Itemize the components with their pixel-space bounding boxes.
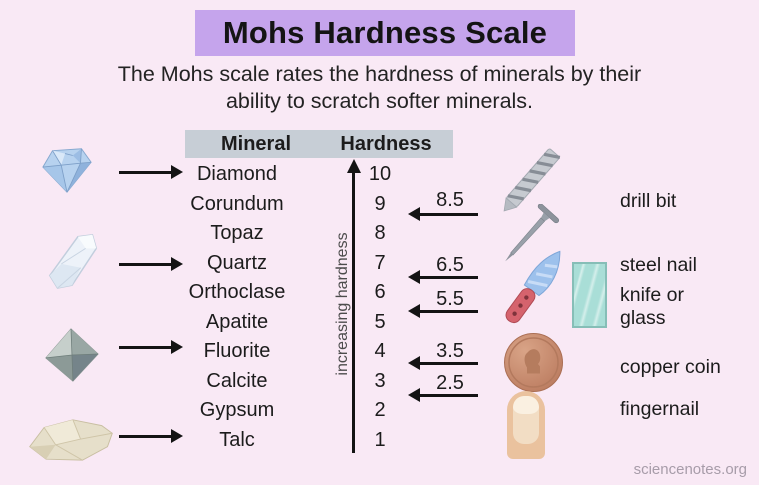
hardness-value-3: 3 [374, 369, 386, 392]
increasing-hardness-arrow [346, 159, 361, 453]
title-banner: Mohs Hardness Scale [195, 10, 575, 56]
arrow-from-fingernail [408, 388, 478, 402]
ref-hardness-steel-nail: 6.5 [436, 254, 464, 276]
talc-photo [26, 416, 116, 469]
hardness-value-9: 9 [374, 192, 386, 215]
copper-coin-icon [504, 333, 563, 392]
label-drill-bit: drill bit [620, 190, 677, 212]
hardness-value-8: 8 [374, 222, 386, 244]
mineral-name-apatite: Apatite [205, 310, 269, 333]
mineral-column-header: Mineral [220, 133, 292, 155]
drill-bit-icon [495, 141, 567, 226]
increasing-hardness-label: increasing hardness [334, 232, 351, 376]
fingernail-icon [507, 391, 545, 459]
mineral-name-talc: Talc [219, 428, 255, 451]
arrow-from-drill-bit [408, 207, 478, 221]
mineral-list: Diamond Corundum Topaz Quartz Orthoclase… [167, 160, 307, 455]
subtitle-line-1: The Mohs scale rates the hardness of min… [117, 62, 642, 86]
hardness-column-header: Hardness [340, 133, 432, 155]
fluorite-photo [42, 327, 100, 388]
watermark: sciencenotes.org [633, 461, 747, 478]
arrow-to-talc [119, 429, 183, 443]
hardness-value-2: 2 [374, 399, 386, 421]
ref-hardness-knife-glass: 5.5 [436, 288, 464, 310]
ref-hardness-fingernail: 2.5 [436, 372, 464, 394]
diamond-photo [38, 142, 96, 201]
table-header: Mineral Hardness [185, 130, 453, 158]
ref-hardness-drill-bit: 8.5 [436, 189, 464, 211]
mineral-name-topaz: Topaz [210, 222, 264, 244]
mineral-name-corundum: Corundum [190, 192, 284, 215]
arrow-to-diamond [119, 165, 183, 179]
ref-hardness-copper-coin: 3.5 [436, 340, 464, 362]
knife-icon [494, 241, 570, 336]
hardness-value-7: 7 [374, 251, 386, 274]
mineral-name-quartz: Quartz [206, 251, 268, 274]
label-fingernail: fingernail [620, 398, 700, 420]
mineral-name-gypsum: Gypsum [199, 399, 275, 421]
mineral-name-calcite: Calcite [206, 369, 268, 392]
mineral-name-orthoclase: Orthoclase [188, 281, 286, 303]
quartz-photo [42, 227, 106, 298]
mineral-name-diamond: Diamond [196, 163, 278, 185]
label-knife-or-glass: knife or glass [620, 284, 684, 329]
label-steel-nail: steel nail [620, 254, 697, 276]
arrow-from-knife-glass [408, 304, 478, 318]
glass-icon [572, 262, 607, 328]
arrow-to-quartz [119, 257, 183, 271]
arrow-from-copper-coin [408, 356, 478, 370]
arrow-from-steel-nail [408, 270, 478, 284]
hardness-value-4: 4 [374, 340, 386, 362]
hardness-value-6: 6 [374, 281, 386, 303]
subtitle-line-2: ability to scratch softer minerals. [225, 89, 534, 113]
hardness-list: 10 9 8 7 6 5 4 3 2 1 [360, 160, 400, 455]
hardness-value-10: 10 [368, 163, 392, 185]
hardness-value-1: 1 [374, 428, 386, 451]
mineral-name-fluorite: Fluorite [203, 340, 271, 362]
arrow-to-fluorite [119, 340, 183, 354]
label-copper-coin: copper coin [620, 356, 721, 378]
page-title: Mohs Hardness Scale [222, 15, 548, 50]
hardness-value-5: 5 [374, 310, 386, 333]
steel-nail-icon [494, 203, 564, 277]
nail-tip [513, 396, 539, 414]
